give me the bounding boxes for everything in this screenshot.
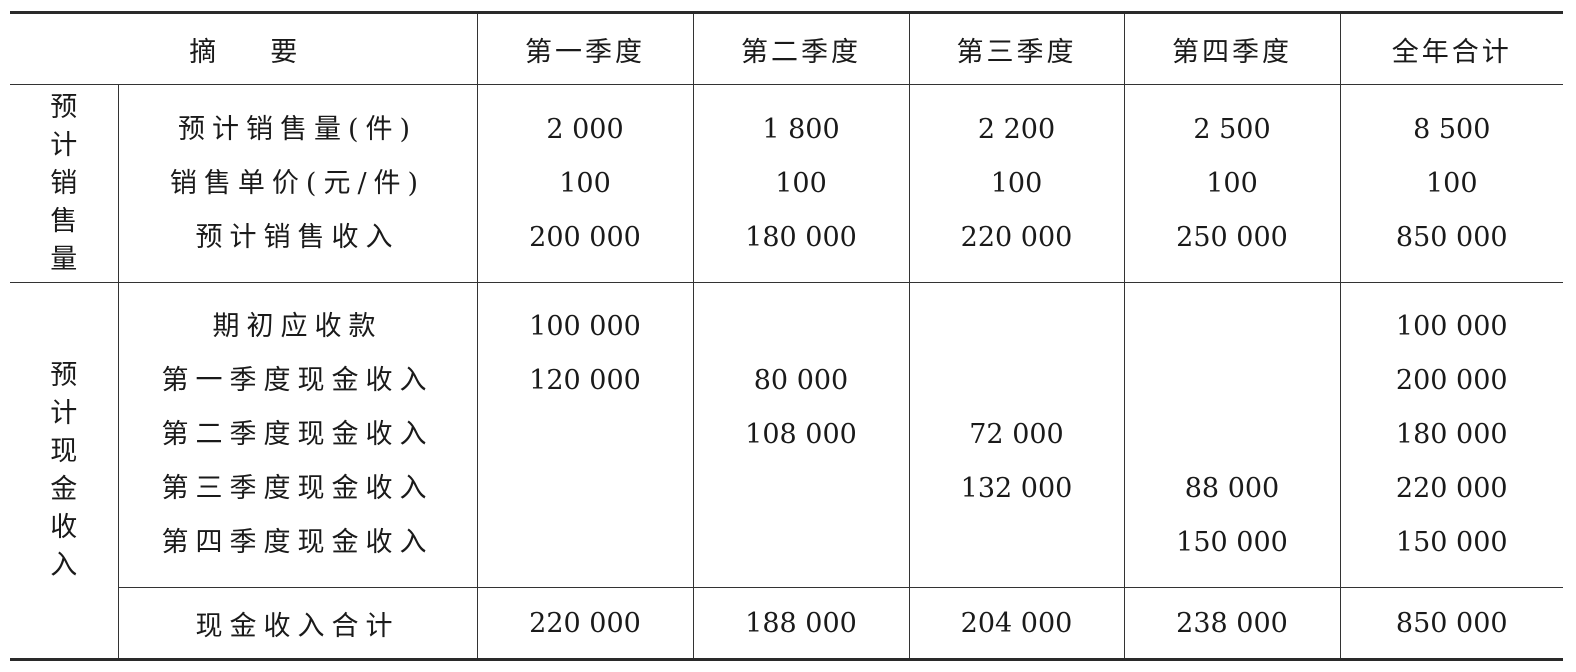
cell-value: 100 <box>1206 167 1258 199</box>
cell-value: 200 000 <box>1395 365 1508 396</box>
cell-value <box>694 300 909 354</box>
cell-value: 150 000 <box>1176 527 1288 558</box>
total-row: 现金收入合计 220 000 188 000 204 000 238 000 850 00… <box>10 587 1563 660</box>
cell-value <box>478 462 693 516</box>
cell-value: 72 000 <box>969 419 1064 450</box>
cell-value: 132 000 <box>960 473 1073 504</box>
group-label-char: 现 <box>50 435 78 467</box>
cell-value <box>910 300 1124 354</box>
cell-value: 220 000 <box>1395 473 1508 504</box>
row-label: 第四季度现金收入 <box>161 527 434 558</box>
cell-value <box>478 408 693 462</box>
cell-value: 150 000 <box>1395 527 1508 558</box>
cell-value: 80 000 <box>753 365 849 396</box>
cell-value <box>1125 408 1340 462</box>
cell-value: 850 000 <box>1395 221 1508 253</box>
total-value: 238 000 <box>1123 587 1341 660</box>
row-label: 第二季度现金收入 <box>161 419 434 450</box>
column-header: 第三季度 <box>908 12 1125 85</box>
cell-value: 250 000 <box>1176 221 1288 253</box>
group-label-char: 计 <box>50 397 78 429</box>
column-header: 第一季度 <box>476 12 694 85</box>
cell-value: 2 500 <box>1193 113 1271 145</box>
cell-value: 88 000 <box>1184 473 1280 504</box>
value-column: 72 000 132 000 <box>908 282 1125 588</box>
cell-value: 180 000 <box>745 221 857 253</box>
row-label: 第一季度现金收入 <box>161 365 434 396</box>
cell-value <box>694 462 909 516</box>
cell-value: 8 500 <box>1413 113 1491 145</box>
row-label: 预计销售量(件) <box>177 113 418 145</box>
row-label: 预计销售收入 <box>195 221 400 253</box>
cell-value: 100 <box>775 167 827 199</box>
cell-value: 220 000 <box>960 221 1073 253</box>
group-label-char: 收 <box>50 511 78 543</box>
header-row: 摘 要第一季度 第二季度 第三季度 第四季度 全年合计 <box>10 12 1563 85</box>
column-header: 第四季度 <box>1123 12 1341 85</box>
group-label: 预计现金收入 <box>10 282 119 660</box>
value-column: 100 000 120 000 <box>476 282 694 588</box>
cell-value <box>910 354 1124 408</box>
value-column: 2 200 100 220 000 <box>908 84 1125 283</box>
group-label-char: 预 <box>50 91 78 123</box>
group-label-char: 量 <box>50 243 78 275</box>
cell-value: 2 000 <box>546 113 624 145</box>
cell-value: 1 800 <box>762 113 840 145</box>
cell-value: 100 000 <box>529 311 641 342</box>
cell-value <box>478 516 693 570</box>
cell-value <box>1125 300 1340 354</box>
summary-header: 摘 要 <box>10 12 478 85</box>
value-column: 80 000 108 000 <box>692 282 910 588</box>
group-label-char: 入 <box>50 549 78 581</box>
value-column: 8 500 100 850 000 <box>1339 84 1563 283</box>
section-row: 预计现金收入期初应收款 第一季度现金收入 第二季度现金收入 第三季度现金收入 第四季度现… <box>10 282 1563 660</box>
cell-value: 120 000 <box>529 365 641 396</box>
cell-value <box>910 516 1124 570</box>
cell-value: 200 000 <box>529 221 641 253</box>
cell-value: 100 000 <box>1395 311 1508 342</box>
total-value: 204 000 <box>908 587 1125 660</box>
value-column: 2 500 100 250 000 <box>1123 84 1341 283</box>
value-column: 1 800 100 180 000 <box>692 84 910 283</box>
cell-value: 2 200 <box>977 113 1056 145</box>
row-label: 销售单价(元/件) <box>169 167 426 199</box>
row-labels: 预计销售量(件) 销售单价(元/件) 预计销售收入 <box>117 84 478 283</box>
cell-value: 180 000 <box>1395 419 1508 450</box>
cell-value: 108 000 <box>745 419 857 450</box>
total-value: 850 000 <box>1339 587 1563 660</box>
cell-value: 100 <box>1425 167 1478 199</box>
cell-value <box>1125 354 1340 408</box>
row-label: 期初应收款 <box>212 311 383 342</box>
value-column: 2 000 100 200 000 <box>476 84 694 283</box>
row-labels: 期初应收款第一季度现金收入 第二季度现金收入 第三季度现金收入 第四季度现金收入 <box>117 282 478 588</box>
cash-receipts-budget-table: 摘 要第一季度 第二季度 第三季度 第四季度 全年合计预计销售量预计销售量(件) 销售单价… <box>10 11 1563 661</box>
cell-value: 100 <box>990 167 1043 199</box>
group-label-char: 销 <box>50 167 78 199</box>
value-column: 88 000 150 000 <box>1123 282 1341 588</box>
total-value: 220 000 <box>476 587 694 660</box>
group-label: 预计销售量 <box>10 84 119 283</box>
cell-value: 100 <box>559 167 611 199</box>
total-value: 188 000 <box>692 587 910 660</box>
cell-value <box>694 516 909 570</box>
row-label: 第三季度现金收入 <box>161 473 434 504</box>
section-row: 预计销售量 预计销售量(件) 销售单价(元/件) 预计销售收入 2 000 100 200 … <box>10 84 1563 283</box>
group-label-char: 金 <box>50 473 78 505</box>
group-label-char: 计 <box>50 129 78 161</box>
total-label: 现金收入合计 <box>118 587 478 660</box>
column-header: 第二季度 <box>692 12 910 85</box>
value-column: 100 000 200 000 180 000 220 000 150 000 <box>1339 282 1563 588</box>
group-label-char: 售 <box>50 205 78 237</box>
group-label-char: 预 <box>50 359 78 391</box>
column-header: 全年合计 <box>1339 12 1563 85</box>
